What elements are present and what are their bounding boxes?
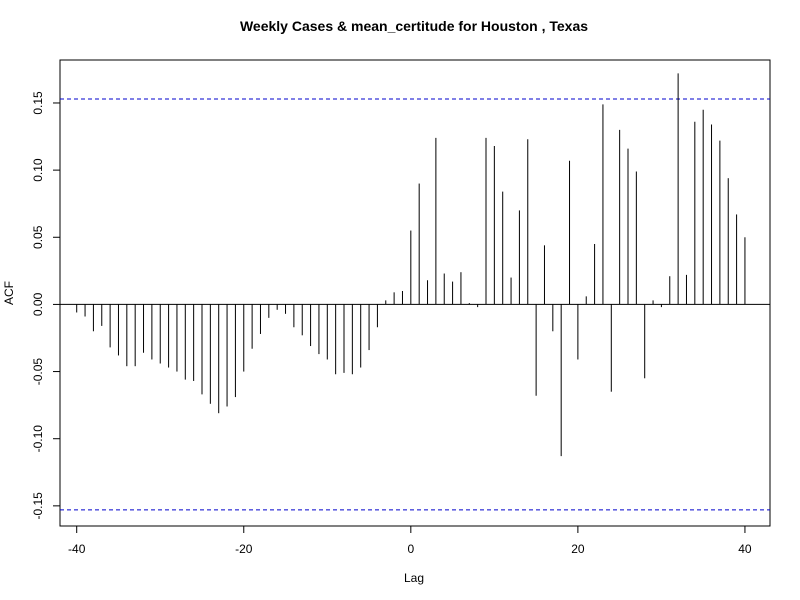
y-tick-label: -0.05 (31, 358, 45, 386)
y-tick-label: -0.10 (31, 425, 45, 453)
y-axis-label: ACF (2, 281, 16, 305)
x-tick-label: 20 (571, 542, 585, 556)
x-axis-label: Lag (404, 571, 424, 585)
x-tick-label: -20 (235, 542, 253, 556)
confidence-bounds (60, 98, 770, 511)
chart-title: Weekly Cases & mean_certitude for Housto… (240, 18, 588, 34)
plot-frame (59, 59, 771, 527)
x-axis: -40 -20 0 20 40 (68, 525, 752, 556)
x-tick-label: 0 (407, 542, 414, 556)
x-tick-label: -40 (68, 542, 86, 556)
y-tick-label: -0.15 (31, 492, 45, 520)
x-tick-label: 40 (738, 542, 752, 556)
y-tick-label: 0.15 (31, 91, 45, 115)
y-tick-label: 0.00 (31, 292, 45, 316)
acf-bars (76, 73, 746, 457)
y-axis: -0.15 -0.10 -0.05 0.00 0.05 0.10 0.15 (31, 91, 61, 520)
y-tick-label: 0.05 (31, 225, 45, 249)
y-tick-label: 0.10 (31, 158, 45, 182)
